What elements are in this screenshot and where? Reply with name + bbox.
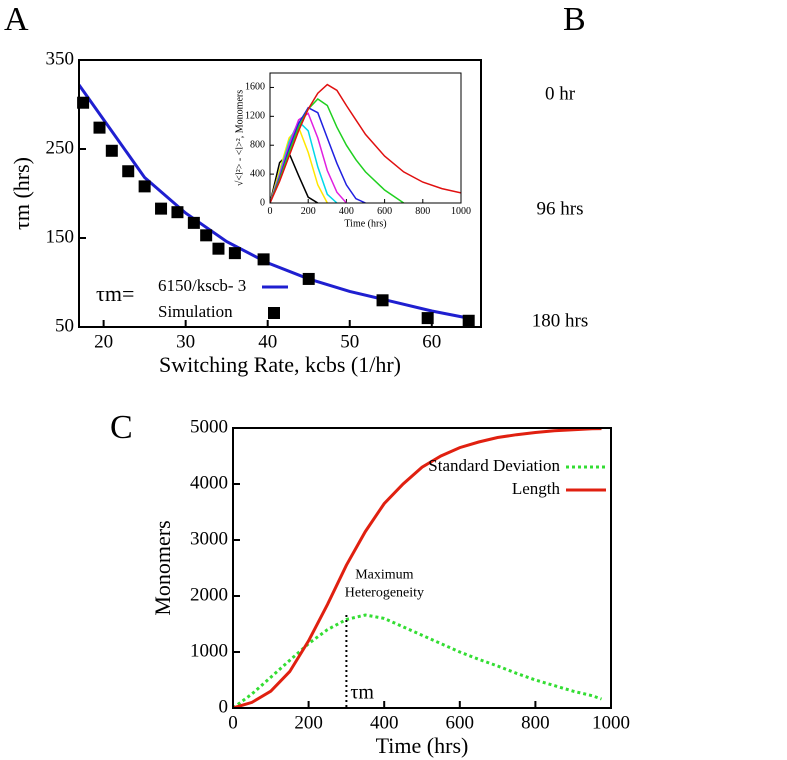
panel-label: C [110, 409, 133, 446]
x-tick-label: 800 [521, 713, 550, 734]
y-tick-label: 2000 [190, 584, 228, 605]
y-axis-label: √<l²> - <l>², Monomers [234, 90, 245, 186]
row-label: 0 hr [545, 83, 576, 104]
frame [78, 59, 482, 328]
marker [138, 180, 151, 193]
y-axis-label: Monomers [150, 520, 175, 615]
series-line [233, 428, 602, 708]
marker-label: τm [350, 682, 374, 704]
y-tick-label: 250 [46, 137, 75, 158]
panel-label: B [563, 1, 586, 38]
y-tick-label: 50 [55, 315, 74, 336]
series-line [233, 613, 602, 708]
x-axis-label: Time (hrs) [376, 733, 469, 758]
frame [269, 72, 462, 204]
y-tick-label: 150 [46, 226, 75, 247]
y-tick-label: 800 [250, 140, 265, 151]
y-axis-label: τm (hrs) [9, 157, 34, 230]
x-tick-label: 0 [268, 206, 273, 217]
marker [421, 312, 434, 325]
marker [171, 206, 184, 219]
annotation: Heterogeneity [345, 585, 424, 600]
x-tick-label: 0 [228, 713, 238, 734]
legend-label: 6150/kscb- 3 [158, 276, 246, 295]
legend-marker [268, 307, 280, 319]
legend-label: Standard Deviation [428, 456, 560, 475]
x-tick-label: 200 [294, 713, 323, 734]
series-line [270, 106, 366, 203]
inset-bg [270, 73, 461, 203]
marker [228, 247, 241, 260]
y-tick-label: 1000 [190, 640, 228, 661]
marker [376, 294, 389, 307]
y-tick-label: 5000 [190, 416, 228, 437]
x-tick-label: 50 [340, 332, 359, 353]
y-tick-label: 1600 [245, 82, 265, 93]
y-tick-label: 400 [250, 168, 265, 179]
legend-prefix: τm= [96, 281, 134, 306]
x-tick-label: 400 [370, 713, 399, 734]
x-tick-label: 400 [339, 206, 354, 217]
annotation: Maximum [355, 567, 413, 582]
y-tick-label: 4000 [190, 472, 228, 493]
marker [122, 165, 135, 178]
marker [200, 229, 213, 242]
row-label: 180 hrs [532, 310, 588, 331]
series-line [270, 112, 347, 203]
marker [105, 144, 118, 157]
x-tick-label: 1000 [592, 713, 630, 734]
panel-label: A [4, 1, 29, 38]
x-tick-label: 800 [415, 206, 430, 217]
x-tick-label: 30 [176, 332, 195, 353]
x-tick-label: 60 [422, 332, 441, 353]
x-axis-label: Time (hrs) [344, 218, 386, 229]
series-line [270, 151, 319, 203]
legend-label: Simulation [158, 302, 233, 321]
x-tick-label: 600 [446, 713, 475, 734]
y-tick-label: 350 [46, 48, 75, 69]
y-tick-label: 3000 [190, 528, 228, 549]
row-label: 96 hrs [537, 198, 584, 219]
marker [187, 216, 200, 229]
legend-label: Length [512, 479, 561, 498]
marker [77, 96, 90, 109]
y-tick-label: 1200 [245, 111, 265, 122]
marker [257, 253, 270, 266]
y-tick-label: 0 [260, 197, 265, 208]
marker [212, 242, 225, 255]
x-tick-label: 20 [94, 332, 113, 353]
x-axis-label: Switching Rate, kcbs (1/hr) [159, 352, 401, 377]
y-tick-label: 0 [219, 696, 229, 717]
marker [462, 314, 475, 327]
frame [232, 427, 612, 709]
marker [93, 121, 106, 134]
x-tick-label: 200 [301, 206, 316, 217]
x-tick-label: 600 [377, 206, 392, 217]
marker [155, 202, 168, 215]
marker [302, 272, 315, 285]
x-tick-label: 40 [258, 332, 277, 353]
series-line [270, 98, 405, 203]
x-tick-label: 1000 [451, 206, 471, 217]
series-line [270, 83, 461, 203]
